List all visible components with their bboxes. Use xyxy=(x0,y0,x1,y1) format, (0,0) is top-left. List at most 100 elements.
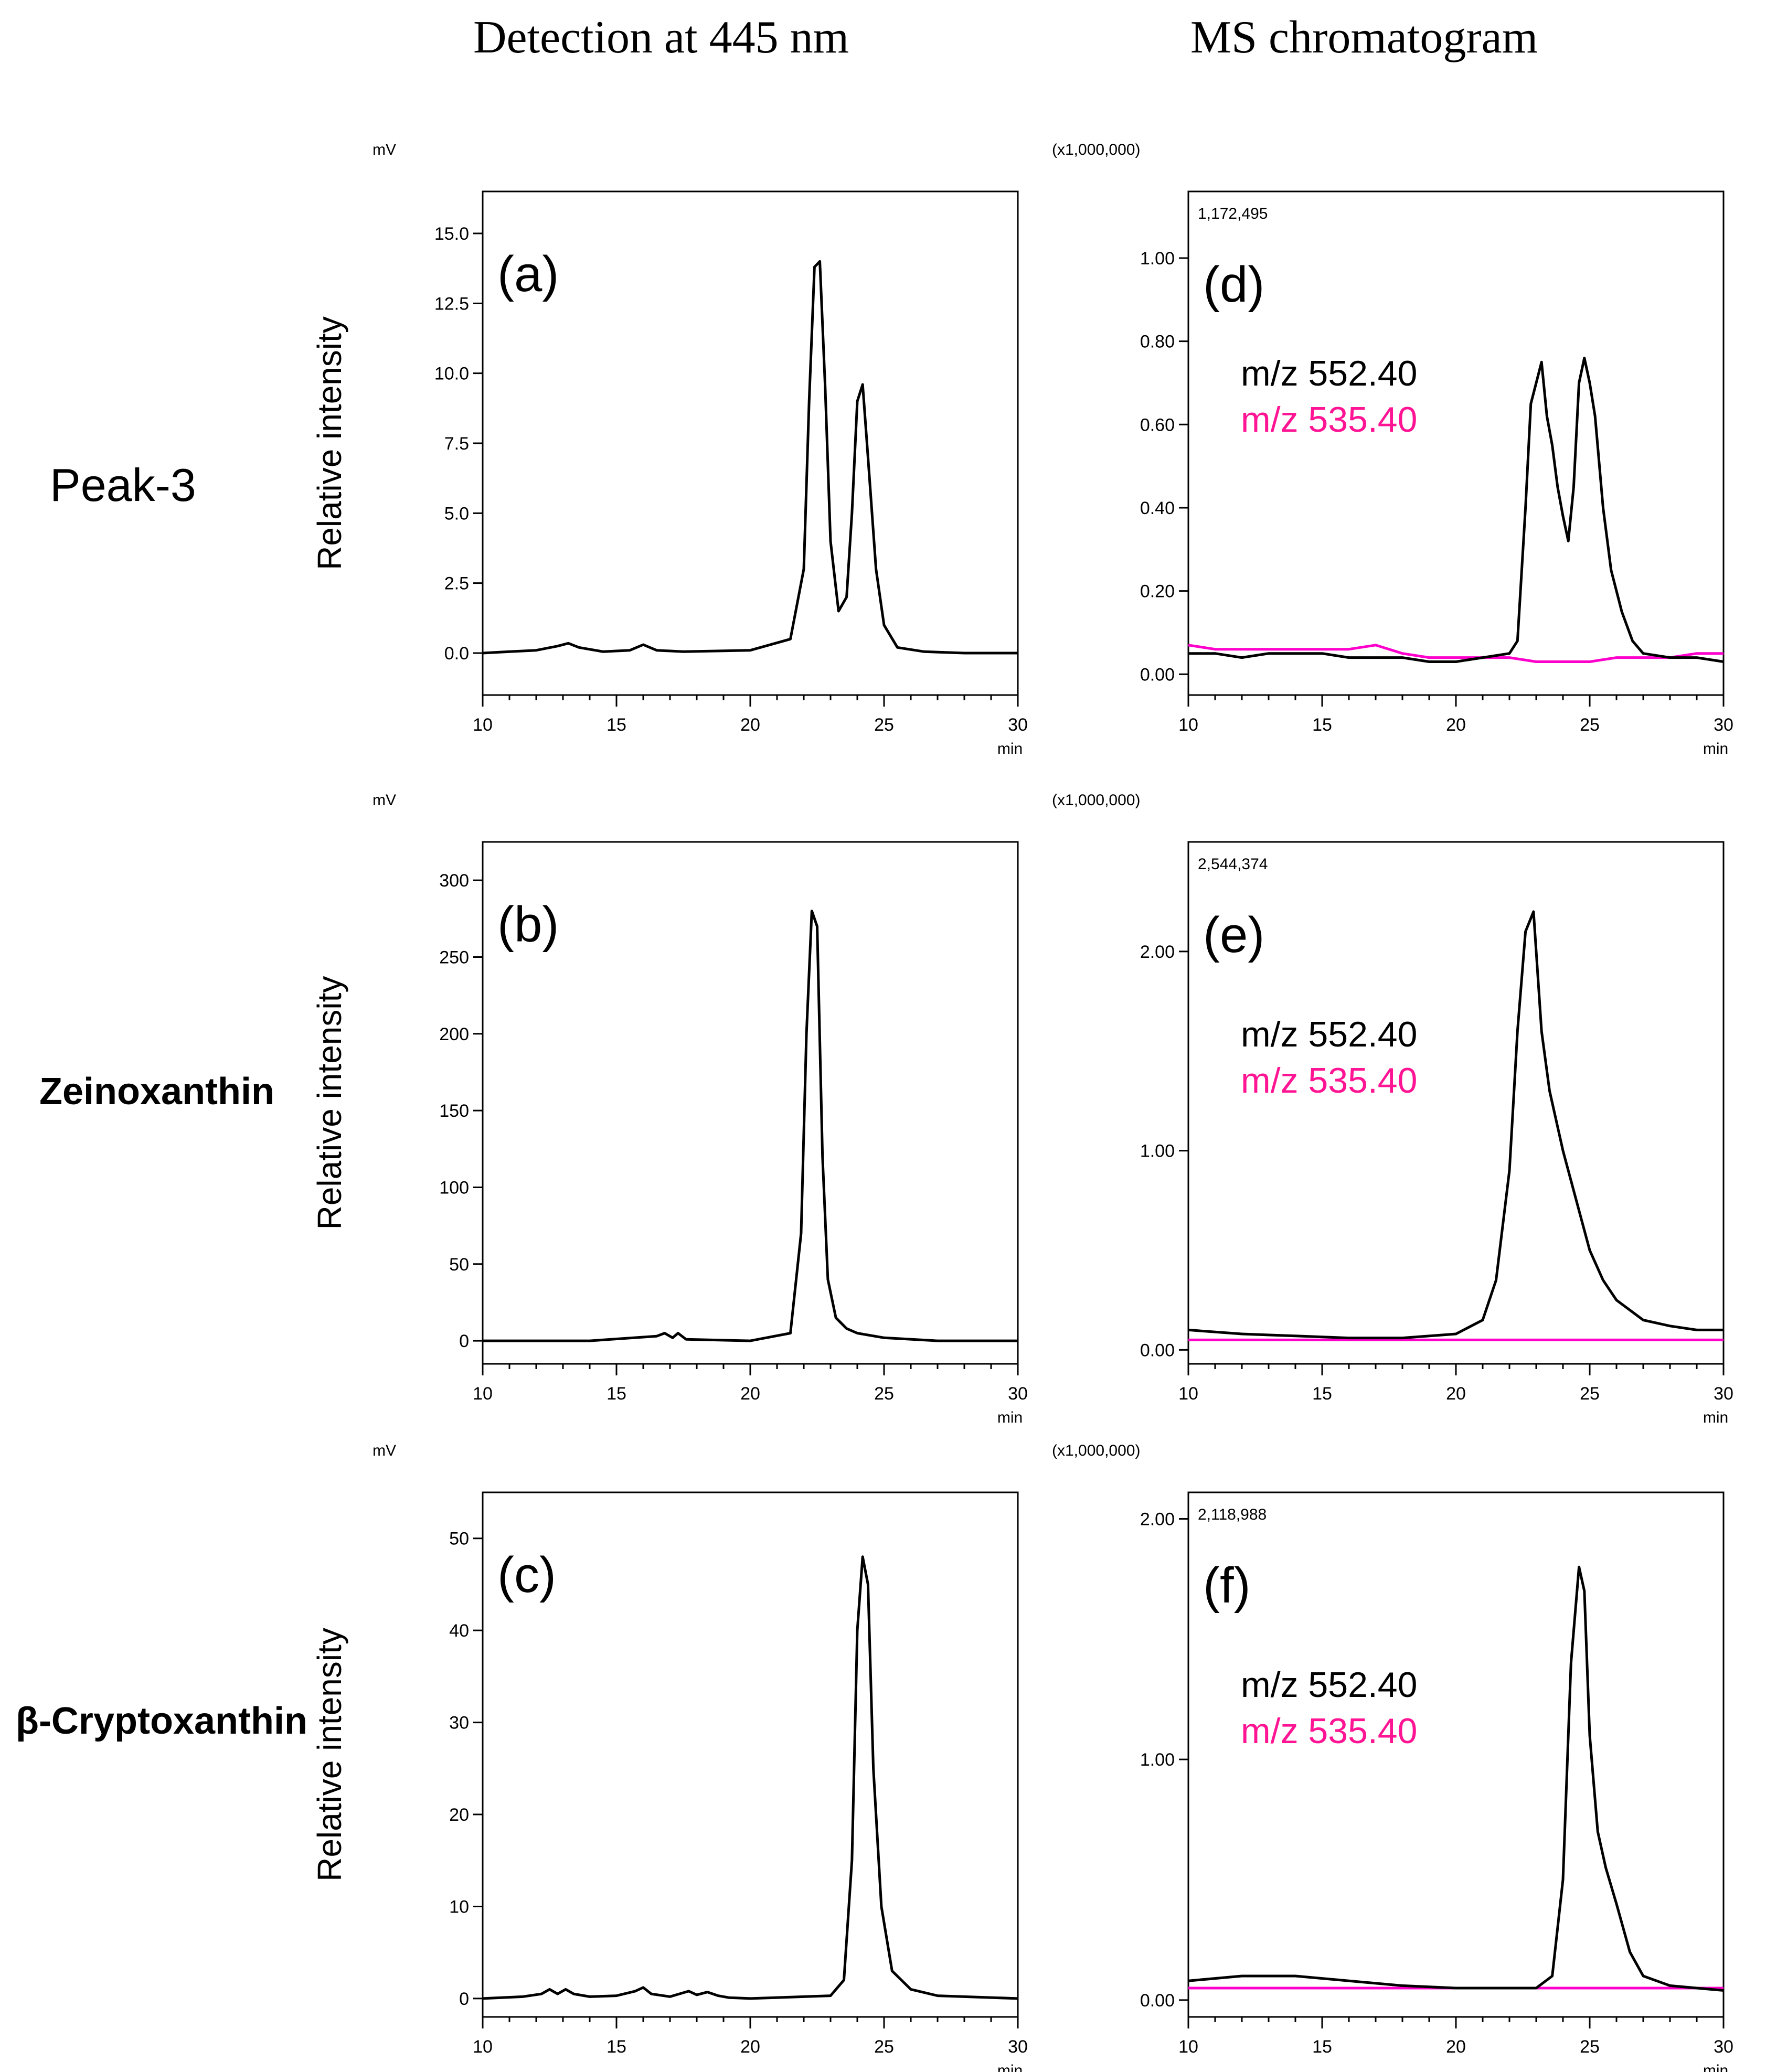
legend-entry-552: m/z 552.40 xyxy=(1241,1014,1417,1054)
x-axis-label: min xyxy=(1703,740,1728,757)
column-title-left: Detection at 445 nm xyxy=(473,12,849,63)
series-line-445-nm xyxy=(482,1555,1018,2000)
y-tick-label: 0.40 xyxy=(1140,498,1175,518)
max-intensity-annotation: 2,544,374 xyxy=(1198,856,1268,873)
x-tick-label: 20 xyxy=(740,715,760,735)
x-tick-label: 30 xyxy=(1714,715,1733,735)
y-tick-label: 10 xyxy=(449,1897,469,1917)
legend-entry-552: m/z 552.40 xyxy=(1241,354,1417,393)
y-axis-label: Relative intensity xyxy=(311,316,348,570)
legend-entry-552: m/z 552.40 xyxy=(1241,1665,1417,1705)
x-tick-label: 20 xyxy=(740,1384,760,1404)
chart-panel-c: mV 0 10 20 30 40 50 10 15 20 25 30 min Relative inten… xyxy=(311,1442,1028,2072)
x-axis-label: min xyxy=(1703,2062,1728,2072)
y-tick-label: 0.60 xyxy=(1140,415,1175,435)
series-line-m-z-535-40 xyxy=(1188,644,1724,663)
x-axis-label: min xyxy=(997,2062,1023,2072)
max-intensity-annotation: 1,172,495 xyxy=(1198,205,1268,222)
y-tick-label: 0.0 xyxy=(444,644,469,664)
legend-entry-535: m/z 535.40 xyxy=(1241,1061,1417,1101)
chart-panel-e: (x1,000,000) 0.00 1.00 2.00 10 15 20 25 30 min 2,5… xyxy=(1052,792,1733,1426)
y-tick-label: 0.00 xyxy=(1140,1991,1175,2011)
y-tick-label: 20 xyxy=(449,1805,469,1825)
panel-label: (e) xyxy=(1203,907,1264,963)
y-tick-label: 1.00 xyxy=(1140,1750,1175,1770)
y-tick-label: 250 xyxy=(439,947,469,967)
unit-label: mV xyxy=(373,792,396,809)
chart-panel-b: mV 0 50 100 150 200 250 300 10 15 20 25 30 min Relativ… xyxy=(311,792,1028,1426)
y-tick-label: 5.0 xyxy=(444,504,469,524)
panel-label: (a) xyxy=(497,246,559,302)
y-tick-label: 300 xyxy=(439,871,469,891)
panel-label: (b) xyxy=(497,896,559,953)
y-tick-label: 2.5 xyxy=(444,574,469,594)
x-tick-label: 25 xyxy=(874,1384,894,1404)
y-tick-label: 0 xyxy=(459,1331,469,1351)
x-tick-label: 15 xyxy=(1312,1384,1332,1404)
x-tick-label: 20 xyxy=(740,2037,760,2057)
chart-panel-d: (x1,000,000) 0.00 0.20 0.40 0.60 0.80 1.00 10 15… xyxy=(1052,141,1733,757)
panel-label: (d) xyxy=(1203,257,1264,313)
x-tick-label: 10 xyxy=(473,2037,493,2057)
x-tick-label: 15 xyxy=(607,1384,626,1404)
chart-panel-f: (x1,000,000) 0.00 1.00 2.00 10 15 20 25 30 min 2,1… xyxy=(1052,1442,1733,2072)
x-tick-label: 30 xyxy=(1008,1384,1028,1404)
y-tick-label: 50 xyxy=(449,1255,469,1275)
panel-label: (c) xyxy=(497,1547,556,1603)
y-tick-label: 10.0 xyxy=(434,364,469,384)
plot-frame xyxy=(482,1491,1019,2018)
plot-frame xyxy=(482,190,1019,696)
x-tick-label: 15 xyxy=(607,2037,626,2057)
y-tick-label: 2.00 xyxy=(1140,942,1175,962)
legend-entry-535: m/z 535.40 xyxy=(1241,1711,1417,1751)
y-tick-label: 0.00 xyxy=(1140,665,1175,685)
x-axis-label: min xyxy=(997,740,1023,757)
y-tick-label: 200 xyxy=(439,1024,469,1044)
panel-label: (f) xyxy=(1203,1557,1251,1614)
y-tick-label: 0.20 xyxy=(1140,582,1175,602)
x-tick-label: 15 xyxy=(1312,715,1332,735)
x-axis-label: min xyxy=(1703,1409,1728,1426)
y-tick-label: 7.5 xyxy=(444,434,469,454)
row-label-peak-3: Peak-3 xyxy=(50,459,196,511)
y-tick-label: 40 xyxy=(449,1621,469,1641)
y-tick-label: 0 xyxy=(459,1989,469,2009)
x-tick-label: 20 xyxy=(1446,2037,1466,2057)
x-tick-label: 30 xyxy=(1008,2037,1028,2057)
y-tick-label: 0.80 xyxy=(1140,332,1175,352)
x-tick-label: 25 xyxy=(1580,715,1600,735)
unit-label: (x1,000,000) xyxy=(1052,141,1140,158)
plot-frame xyxy=(1187,841,1725,1365)
row-label-zeinoxanthin: Zeinoxanthin xyxy=(39,1071,274,1113)
column-title-right: MS chromatogram xyxy=(1190,12,1538,63)
x-tick-label: 30 xyxy=(1008,715,1028,735)
x-axis-label: min xyxy=(997,1409,1023,1426)
y-tick-label: 50 xyxy=(449,1529,469,1549)
y-tick-label: 1.00 xyxy=(1140,1141,1175,1161)
plot-frame xyxy=(1187,190,1725,696)
chart-panel-a: mV 0.0 2.5 5.0 7.5 10.0 12.5 15.0 10 15 20 25 30 min R… xyxy=(311,141,1028,757)
x-tick-label: 10 xyxy=(473,1384,493,1404)
y-tick-label: 100 xyxy=(439,1178,469,1198)
y-tick-label: 1.00 xyxy=(1140,249,1175,269)
y-tick-label: 15.0 xyxy=(434,224,469,244)
x-tick-label: 30 xyxy=(1714,2037,1733,2057)
row-label-beta-cryptoxanthin: β-Cryptoxanthin xyxy=(16,1700,307,1742)
chart-panels: mV 0.0 2.5 5.0 7.5 10.0 12.5 15.0 10 15 20 25 30 min R… xyxy=(311,141,1733,2072)
series-line-m-z-552-40 xyxy=(1188,1565,1724,1992)
max-intensity-annotation: 2,118,988 xyxy=(1198,1506,1267,1523)
x-tick-label: 10 xyxy=(1178,715,1198,735)
x-tick-label: 10 xyxy=(1178,2037,1198,2057)
x-tick-label: 25 xyxy=(874,715,894,735)
y-tick-label: 2.00 xyxy=(1140,1509,1175,1529)
y-tick-label: 12.5 xyxy=(434,294,469,314)
x-tick-label: 25 xyxy=(1580,1384,1600,1404)
y-tick-label: 30 xyxy=(449,1713,469,1733)
series-line-445-nm xyxy=(483,910,1018,1342)
y-tick-label: 0.00 xyxy=(1140,1340,1175,1360)
x-tick-label: 15 xyxy=(1312,2037,1332,2057)
series-line-m-z-552-40 xyxy=(1188,910,1724,1340)
y-tick-label: 150 xyxy=(439,1101,469,1121)
unit-label: mV xyxy=(373,1442,396,1459)
